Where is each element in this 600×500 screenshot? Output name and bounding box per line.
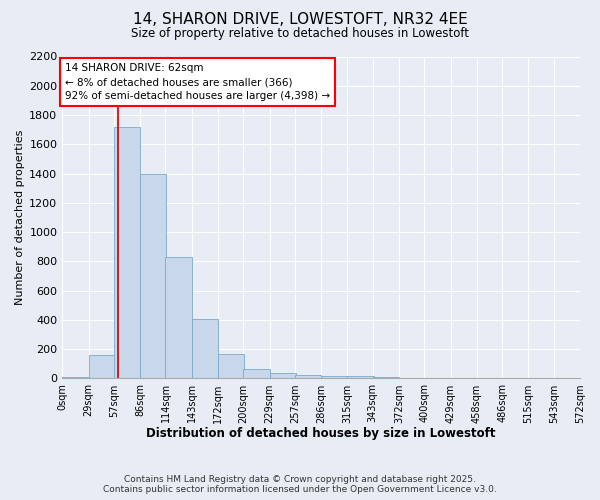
Bar	[192, 319, 218, 378]
Bar	[295, 375, 321, 378]
Bar	[243, 369, 269, 378]
Bar	[269, 374, 296, 378]
Text: 14 SHARON DRIVE: 62sqm
← 8% of detached houses are smaller (366)
92% of semi-det: 14 SHARON DRIVE: 62sqm ← 8% of detached …	[65, 63, 330, 101]
X-axis label: Distribution of detached houses by size in Lowestoft: Distribution of detached houses by size …	[146, 427, 496, 440]
Text: Size of property relative to detached houses in Lowestoft: Size of property relative to detached ho…	[131, 28, 469, 40]
Y-axis label: Number of detached properties: Number of detached properties	[15, 130, 25, 305]
Bar	[321, 376, 347, 378]
Bar	[114, 126, 140, 378]
Bar	[166, 257, 192, 378]
Bar	[347, 376, 374, 378]
Text: 14, SHARON DRIVE, LOWESTOFT, NR32 4EE: 14, SHARON DRIVE, LOWESTOFT, NR32 4EE	[133, 12, 467, 28]
Text: Contains HM Land Registry data © Crown copyright and database right 2025.
Contai: Contains HM Land Registry data © Crown c…	[103, 474, 497, 494]
Bar	[62, 377, 89, 378]
Bar	[218, 354, 244, 378]
Bar	[140, 174, 166, 378]
Bar	[89, 355, 115, 378]
